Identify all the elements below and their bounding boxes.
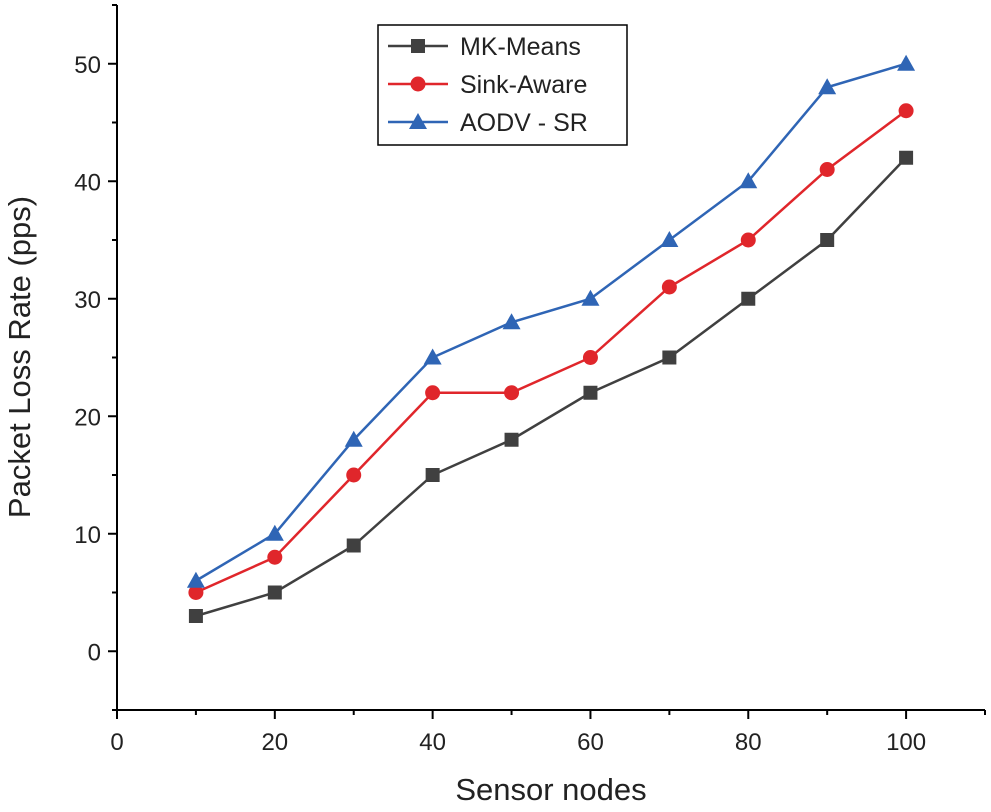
circle-marker xyxy=(410,76,426,92)
triangle-marker xyxy=(502,313,521,330)
square-marker xyxy=(411,39,425,53)
triangle-marker xyxy=(423,348,442,365)
square-marker xyxy=(662,350,677,365)
x-axis-label: Sensor nodes xyxy=(455,772,646,807)
triangle-marker xyxy=(581,289,600,306)
circle-marker xyxy=(346,467,362,483)
square-marker xyxy=(820,233,835,247)
square-marker xyxy=(346,538,361,553)
triangle-marker xyxy=(265,524,284,541)
circle-marker xyxy=(898,103,914,119)
circle-marker xyxy=(582,350,598,365)
series-line xyxy=(195,109,907,594)
axes: 0 20 40 60 80 100 0 10 20 30 40 50 xyxy=(74,4,986,756)
square-marker xyxy=(899,150,914,165)
square-marker xyxy=(741,291,756,306)
circle-marker xyxy=(425,385,441,401)
square-marker xyxy=(425,468,440,482)
square-marker xyxy=(267,585,282,600)
y-tick-label: 40 xyxy=(74,169,101,196)
circle-marker xyxy=(188,585,204,600)
legend-item: MK-Means xyxy=(388,33,581,61)
triangle-marker xyxy=(897,54,916,71)
legend-label: MK-Means xyxy=(460,33,581,61)
y-axis-label: Packet Loss Rate (pps) xyxy=(2,196,37,518)
circle-marker xyxy=(740,232,756,248)
x-tick-label: 20 xyxy=(261,729,288,756)
triangle-marker xyxy=(739,172,758,189)
legend-label: AODV - SR xyxy=(460,109,588,137)
square-marker xyxy=(504,432,519,447)
circle-marker xyxy=(267,549,283,565)
square-marker xyxy=(188,609,203,623)
series-line xyxy=(195,156,907,618)
triangle-marker xyxy=(818,78,837,95)
y-tick-label: 0 xyxy=(88,639,101,666)
x-tick-label: 80 xyxy=(735,729,762,756)
circle-marker xyxy=(819,162,835,177)
triangle-marker xyxy=(660,231,679,247)
y-tick-label: 30 xyxy=(74,287,101,314)
x-tick-label: 40 xyxy=(419,729,446,756)
circle-marker xyxy=(504,385,520,401)
y-tick-label: 10 xyxy=(74,522,101,549)
series-group xyxy=(186,54,916,623)
y-tick-label: 50 xyxy=(74,52,101,79)
y-tick-label: 20 xyxy=(74,404,101,431)
circle-marker xyxy=(661,279,677,295)
series-mk-means xyxy=(188,150,914,623)
triangle-marker xyxy=(186,571,205,588)
x-tick-label: 60 xyxy=(577,729,604,756)
legend-item: Sink-Aware xyxy=(388,71,587,99)
triangle-marker xyxy=(409,113,427,129)
series-sink-aware xyxy=(188,103,914,600)
x-tick-label: 0 xyxy=(110,729,123,756)
legend: MK-Means Sink-Aware AODV - SR xyxy=(377,24,628,146)
x-tick-label: 100 xyxy=(886,729,926,756)
triangle-marker xyxy=(344,430,363,447)
legend-item: AODV - SR xyxy=(388,109,588,137)
series-aodv-sr xyxy=(186,54,916,588)
legend-label: Sink-Aware xyxy=(460,71,587,99)
series-line xyxy=(195,62,907,582)
square-marker xyxy=(583,385,598,400)
